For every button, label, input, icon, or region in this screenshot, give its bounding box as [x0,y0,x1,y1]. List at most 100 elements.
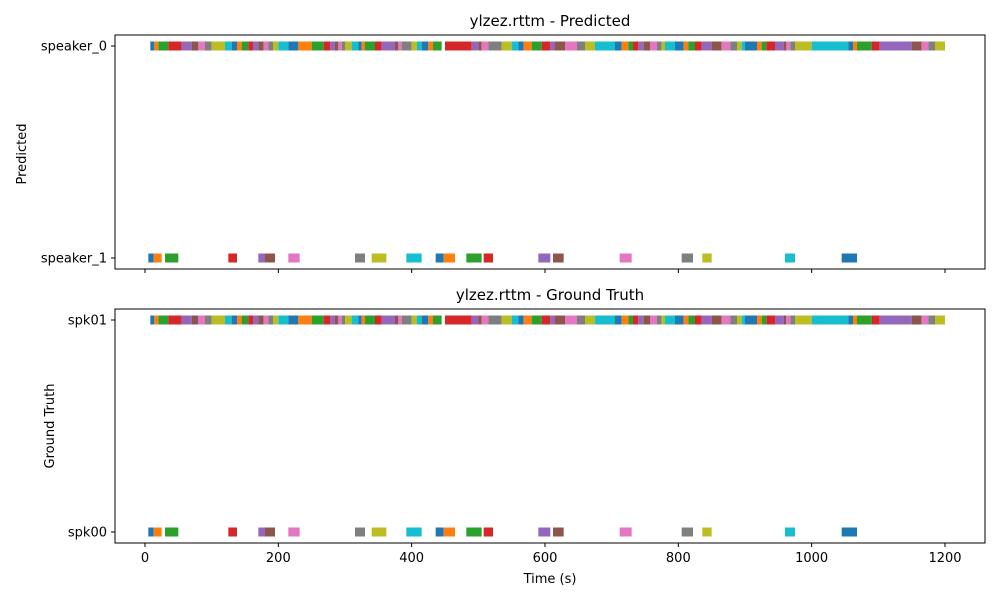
segment-bar [650,41,657,51]
segment-bar [288,253,300,263]
segment-bar [879,315,912,325]
segment-bar [168,41,182,51]
x-tick-label: 0 [141,551,149,566]
segment-bar [265,253,275,263]
ground-truth-subplot: ylzez.rttm - Ground Truth Ground Truth T… [43,286,986,587]
segment-bar [783,315,787,325]
segment-bar [550,41,555,51]
segment-bar [585,41,595,51]
segment-bar [345,41,352,51]
segment-bar [158,315,169,325]
segment-bar [585,315,595,325]
segment-bar [435,527,444,537]
segment-bar [375,41,382,51]
segment-bar [228,253,237,263]
segment-bar [553,527,564,537]
segment-bar [150,41,155,51]
segment-bar [263,41,269,51]
segment-bar [211,315,225,325]
segment-bar [288,527,300,537]
segment-bar [248,41,253,51]
segment-bar [665,41,675,51]
segment-bar [795,41,812,51]
segment-bar [841,527,857,537]
segment-bar [443,253,455,263]
plot-frame [114,34,986,270]
segment-bar [841,253,857,263]
segment-bar [638,315,644,325]
segment-bar [225,315,232,325]
axes-layer: spk01 spk00 0 200 400 600 800 1000 1200 [68,314,962,567]
segment-bar [433,315,442,325]
segment-bar [786,315,791,325]
segment-bar [745,41,757,51]
segment-bar [650,315,657,325]
segment-bar [577,315,585,325]
segment-bar [757,41,762,51]
segments-layer [148,315,945,537]
segment-bar [443,527,455,537]
segment-bar [258,41,264,51]
segment-bar [488,41,502,51]
segment-bar [466,527,482,537]
segment-bar [911,41,922,51]
segment-bar [695,315,702,325]
y-tick-label: speaker_1 [41,252,107,267]
segment-bar [688,315,695,325]
segment-bar [695,41,702,51]
segment-bar [191,41,199,51]
segment-bar [615,41,622,51]
segment-bar [338,41,342,51]
axes-layer: speaker_0 speaker_1 [41,40,946,273]
segment-bar [565,315,577,325]
segment-bar [928,41,935,51]
segment-bar [323,315,331,325]
segment-bar [435,253,444,263]
segment-bar [785,527,795,537]
segment-bar [417,315,422,325]
segment-bar [241,41,249,51]
segment-bar [531,315,542,325]
segment-bar [550,315,555,325]
y-tick-label: spk00 [68,526,107,541]
segment-bar [211,41,225,51]
segment-bar [395,315,399,325]
segment-bar [253,41,259,51]
segment-bar [911,315,922,325]
x-tick-label: 800 [666,551,691,566]
segment-bar [371,527,387,537]
segment-bar [657,315,662,325]
segment-bar [148,253,154,263]
segment-bar [857,41,872,51]
segment-bar [421,41,429,51]
segment-bar [702,253,712,263]
segment-bar [531,41,542,51]
segment-bar [577,41,585,51]
segment-bar [445,315,472,325]
segment-bar [361,41,365,51]
segment-bar [205,41,212,51]
segment-bar [381,41,395,51]
segment-bar [471,41,479,51]
segment-bar [338,315,342,325]
segment-bar [643,41,651,51]
segment-bar [921,315,929,325]
segment-bar [181,315,192,325]
segment-bar [555,41,565,51]
segment-bar [355,253,365,263]
segment-bar [675,41,684,51]
x-tick-label: 600 [533,551,558,566]
segment-bar [761,315,767,325]
segment-bar [358,41,362,51]
x-axis-label: Time (s) [523,572,577,587]
x-tick-label: 1200 [928,551,961,566]
segment-bar [661,315,665,325]
segment-bar [688,41,695,51]
segment-bar [523,315,532,325]
segment-bar [538,253,551,263]
segment-bar [401,41,412,51]
segment-bar [721,315,731,325]
segment-bar [253,315,259,325]
segment-bar [921,41,929,51]
